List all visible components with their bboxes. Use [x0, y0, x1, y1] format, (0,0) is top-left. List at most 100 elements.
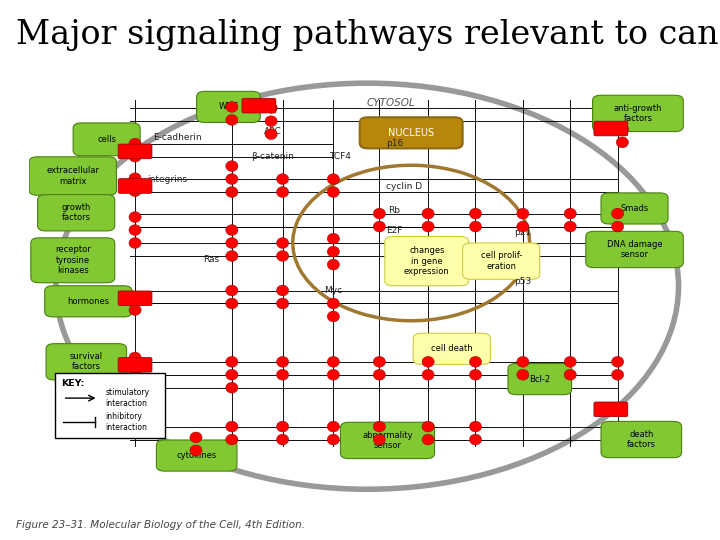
- Text: growth
factors: growth factors: [61, 203, 91, 222]
- Text: changes
in gene
expression: changes in gene expression: [404, 246, 449, 276]
- Ellipse shape: [469, 421, 482, 432]
- FancyBboxPatch shape: [586, 231, 683, 268]
- Ellipse shape: [564, 221, 576, 232]
- Text: p53: p53: [514, 278, 531, 286]
- Ellipse shape: [564, 208, 576, 219]
- Ellipse shape: [517, 356, 529, 367]
- FancyBboxPatch shape: [37, 194, 114, 231]
- Ellipse shape: [328, 369, 339, 380]
- Ellipse shape: [129, 238, 141, 248]
- Ellipse shape: [129, 138, 141, 149]
- FancyBboxPatch shape: [341, 422, 435, 458]
- FancyBboxPatch shape: [594, 121, 628, 136]
- FancyBboxPatch shape: [601, 421, 682, 458]
- FancyBboxPatch shape: [384, 237, 469, 286]
- Ellipse shape: [469, 369, 482, 380]
- Text: stimulatory
interaction: stimulatory interaction: [105, 388, 150, 408]
- Ellipse shape: [129, 305, 141, 315]
- Ellipse shape: [226, 369, 238, 380]
- Ellipse shape: [129, 352, 141, 363]
- Text: Myc: Myc: [324, 286, 343, 295]
- FancyBboxPatch shape: [29, 157, 117, 195]
- Ellipse shape: [129, 151, 141, 162]
- Text: Rb: Rb: [388, 206, 400, 215]
- Text: hormones: hormones: [67, 297, 109, 306]
- Ellipse shape: [517, 208, 529, 219]
- Text: APC: APC: [264, 127, 282, 136]
- Ellipse shape: [226, 251, 238, 261]
- Ellipse shape: [226, 114, 238, 125]
- Ellipse shape: [226, 434, 238, 445]
- Text: p21: p21: [514, 228, 531, 237]
- Ellipse shape: [226, 298, 238, 309]
- Ellipse shape: [226, 174, 238, 185]
- Ellipse shape: [564, 356, 576, 367]
- Text: Bcl-2: Bcl-2: [529, 375, 550, 383]
- Ellipse shape: [129, 186, 141, 197]
- Ellipse shape: [517, 369, 529, 380]
- Ellipse shape: [373, 421, 385, 432]
- Ellipse shape: [276, 174, 289, 185]
- Ellipse shape: [190, 445, 202, 456]
- Ellipse shape: [328, 259, 339, 270]
- Ellipse shape: [611, 208, 624, 219]
- FancyBboxPatch shape: [46, 343, 127, 380]
- Text: anti-growth
factors: anti-growth factors: [613, 104, 662, 123]
- Ellipse shape: [469, 221, 482, 232]
- Text: death
factors: death factors: [627, 430, 656, 449]
- Text: β-catenin: β-catenin: [251, 152, 294, 161]
- Ellipse shape: [469, 208, 482, 219]
- Ellipse shape: [265, 103, 277, 113]
- Ellipse shape: [276, 369, 289, 380]
- Ellipse shape: [226, 382, 238, 393]
- Text: p16: p16: [386, 139, 403, 148]
- Ellipse shape: [564, 369, 576, 380]
- Ellipse shape: [422, 434, 434, 445]
- Ellipse shape: [226, 421, 238, 432]
- FancyBboxPatch shape: [118, 179, 152, 193]
- Text: WNT: WNT: [219, 103, 238, 111]
- Ellipse shape: [276, 238, 289, 248]
- FancyBboxPatch shape: [360, 117, 463, 148]
- Text: KEY:: KEY:: [61, 379, 85, 388]
- Ellipse shape: [328, 187, 339, 198]
- Text: E-cadherin: E-cadherin: [153, 133, 202, 141]
- FancyBboxPatch shape: [118, 291, 152, 306]
- Text: integrins: integrins: [148, 174, 188, 184]
- Ellipse shape: [226, 238, 238, 248]
- FancyBboxPatch shape: [73, 123, 140, 156]
- Ellipse shape: [265, 116, 277, 126]
- Text: Figure 23–31. Molecular Biology of the Cell, 4th Edition.: Figure 23–31. Molecular Biology of the C…: [16, 520, 305, 530]
- Ellipse shape: [469, 356, 482, 367]
- FancyBboxPatch shape: [55, 374, 165, 438]
- Ellipse shape: [328, 233, 339, 244]
- Ellipse shape: [616, 137, 629, 148]
- Ellipse shape: [328, 311, 339, 322]
- Ellipse shape: [517, 221, 529, 232]
- Ellipse shape: [611, 221, 624, 232]
- Ellipse shape: [328, 246, 339, 257]
- Ellipse shape: [276, 285, 289, 296]
- FancyBboxPatch shape: [118, 357, 152, 372]
- Ellipse shape: [129, 365, 141, 376]
- Ellipse shape: [276, 421, 289, 432]
- Ellipse shape: [226, 187, 238, 198]
- FancyBboxPatch shape: [156, 440, 237, 471]
- FancyBboxPatch shape: [463, 243, 540, 279]
- Ellipse shape: [190, 432, 202, 443]
- Text: cell prolif-
eration: cell prolif- eration: [480, 252, 522, 271]
- Ellipse shape: [226, 285, 238, 296]
- Ellipse shape: [276, 356, 289, 367]
- Text: E2F: E2F: [386, 226, 402, 235]
- Text: cyclin D: cyclin D: [387, 183, 423, 191]
- Ellipse shape: [226, 161, 238, 172]
- Text: cell death: cell death: [431, 345, 472, 353]
- Text: cytokines: cytokines: [176, 451, 217, 460]
- Ellipse shape: [373, 434, 385, 445]
- Text: cells: cells: [97, 135, 116, 144]
- Ellipse shape: [328, 421, 339, 432]
- Ellipse shape: [226, 102, 238, 112]
- Ellipse shape: [129, 292, 141, 302]
- Ellipse shape: [226, 356, 238, 367]
- FancyBboxPatch shape: [601, 193, 668, 224]
